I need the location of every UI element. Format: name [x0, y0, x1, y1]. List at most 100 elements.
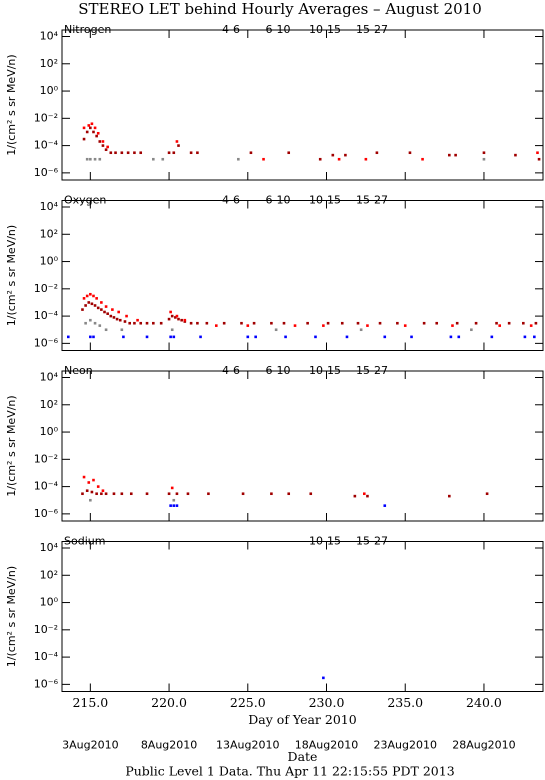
y-tick-label: 10⁰ [40, 255, 59, 268]
y-tick-label: 10⁰ [40, 84, 59, 97]
y-tick-label: 10⁻² [34, 452, 58, 465]
data-point [82, 297, 86, 300]
data-point [96, 485, 100, 488]
data-point [93, 157, 97, 161]
data-point [85, 157, 89, 161]
data-point [117, 310, 120, 314]
data-point [85, 489, 89, 493]
data-point [136, 318, 139, 322]
footer: Public Level 1 Data. Thu Apr 11 22:15:55… [125, 764, 454, 779]
data-point [114, 151, 117, 155]
data-point [362, 492, 366, 496]
y-tick-label: 10⁻⁶ [34, 336, 59, 349]
data-point [87, 124, 91, 127]
data-point [396, 321, 399, 325]
data-point [139, 151, 143, 155]
data-point [536, 151, 539, 155]
data-point [448, 153, 451, 157]
y-axis-label: 1/(cm² s sr MeV/n) [5, 225, 18, 326]
data-point [214, 324, 218, 327]
data-point [183, 320, 187, 323]
data-point [92, 478, 95, 482]
data-point [167, 317, 171, 321]
data-point [383, 335, 387, 339]
legend-label: 6-10 [266, 194, 291, 207]
data-point [172, 498, 176, 502]
data-point [172, 504, 176, 507]
data-point [175, 492, 179, 496]
data-point [170, 314, 174, 318]
data-point [507, 321, 511, 325]
data-point [309, 492, 313, 496]
data-point [422, 321, 426, 325]
data-point [169, 335, 172, 339]
data-point [322, 324, 325, 327]
data-point [101, 140, 105, 143]
data-point [112, 492, 116, 496]
data-point [174, 316, 177, 319]
date-tick-label: 8Aug2010 [141, 739, 197, 752]
y-axis-label: 1/(cm² s sr MeV/n) [5, 54, 18, 155]
date-tick-label: 18Aug2010 [295, 739, 358, 752]
data-point [364, 157, 368, 161]
x-axis-label: Day of Year 2010 [248, 712, 356, 727]
data-point [111, 308, 114, 311]
data-point [120, 492, 124, 496]
data-point [89, 292, 92, 296]
y-tick-label: 10² [40, 398, 58, 411]
data-point [196, 321, 199, 325]
data-point [104, 492, 108, 496]
y-tick-label: 10² [40, 227, 58, 240]
data-point [152, 157, 155, 161]
data-point [66, 335, 70, 339]
data-point [89, 335, 92, 339]
data-point [169, 504, 172, 507]
data-point [331, 153, 335, 157]
data-point [128, 321, 132, 325]
data-point [167, 151, 171, 155]
data-point [100, 492, 103, 496]
panel-title: Nitrogen [64, 23, 111, 36]
data-point [120, 151, 124, 155]
data-point [100, 301, 103, 304]
data-point [189, 321, 193, 325]
data-point [89, 498, 92, 502]
data-point [159, 321, 163, 325]
data-point [84, 304, 87, 307]
legend-label: 10-15 [309, 535, 341, 548]
y-tick-label: 10⁻⁶ [34, 677, 59, 690]
y-tick-label: 10⁻² [34, 282, 58, 295]
data-point [403, 324, 407, 327]
y-tick-label: 10⁻⁴ [34, 480, 59, 493]
data-point [139, 321, 143, 325]
legend-label: 15-27 [356, 194, 388, 207]
legend-label: 10-15 [309, 364, 341, 377]
legend-label: 4-6 [222, 364, 240, 377]
data-point [240, 321, 243, 325]
date-tick-label: 3Aug2010 [62, 739, 118, 752]
data-point [95, 134, 98, 138]
data-point [145, 335, 149, 339]
y-axis-label: 1/(cm² s sr MeV/n) [5, 566, 18, 667]
data-point [454, 153, 457, 157]
x-tick-label: 240.0 [466, 695, 502, 710]
data-point [96, 306, 100, 310]
data-point [353, 494, 357, 498]
data-point [89, 318, 92, 322]
x-tick-label: 215.0 [72, 695, 108, 710]
data-point [196, 151, 199, 155]
data-point [537, 157, 541, 161]
data-point [82, 475, 86, 479]
data-point [177, 317, 180, 321]
y-tick-label: 10⁻⁶ [34, 166, 59, 179]
data-point [482, 151, 486, 155]
data-point [103, 310, 106, 314]
data-point [81, 492, 84, 496]
legend-label: 10-15 [309, 194, 341, 207]
data-point [92, 294, 95, 298]
data-point [282, 321, 286, 325]
legend-label: 4-6 [222, 194, 240, 207]
y-tick-label: 10⁰ [40, 596, 59, 609]
